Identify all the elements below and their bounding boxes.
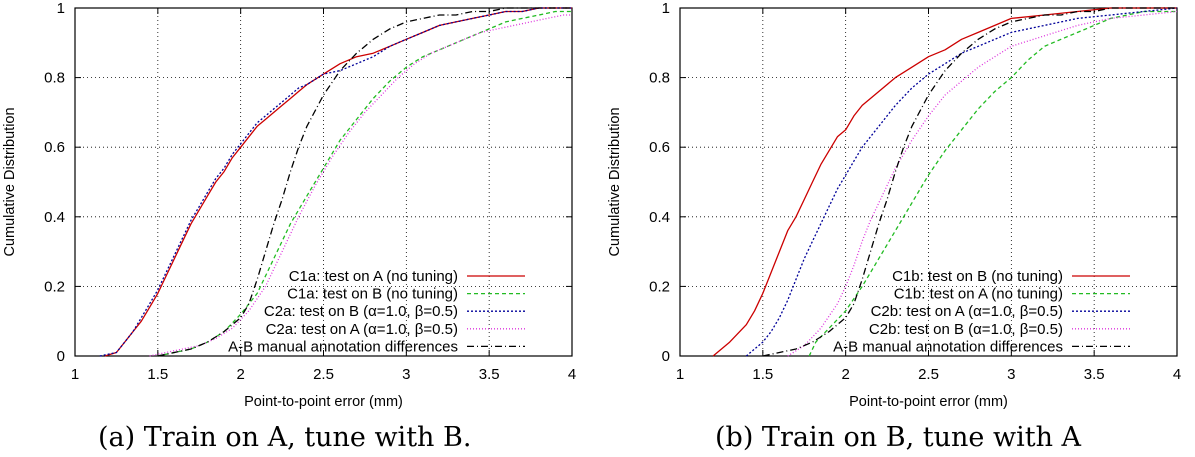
chart-a-legend-label-3: C2a: test on A (α=1.0, β=0.5) <box>266 321 458 338</box>
chart-b-series-2-line <box>745 7 1178 357</box>
chart-b-ytick-label: 0.4 <box>649 209 670 226</box>
chart-a-legend-label-2: C2a: test on B (α=1.0, β=0.5) <box>264 303 458 320</box>
chart-a-xtick-label: 1 <box>71 366 79 383</box>
chart-a-series-3-line <box>149 14 572 357</box>
chart-b-ytick-label: 0.2 <box>649 278 670 295</box>
chart-b-ytick-label: 0.6 <box>649 139 670 156</box>
chart-b-svg: 1 1.5 2 2.5 3 3.5 4 0 0.2 0.4 0.6 0.8 1 Point-to-poin… <box>607 0 1181 410</box>
chart-b-ylabel: Cumulative Distribution <box>607 107 623 256</box>
chart-a-ytick-label: 0.4 <box>44 209 65 226</box>
chart-a-series-2-line <box>99 7 572 357</box>
chart-b-caption: (b) Train on B, tune with A <box>715 422 1082 453</box>
chart-b-xlabel: Point-to-point error (mm) <box>849 394 1008 410</box>
chart-b-legend-label-0: C1b: test on B (no tuning) <box>892 268 1063 285</box>
chart-b-series-0-line <box>712 7 1177 357</box>
chart-a-legend-label-4: A-B manual annotation differences <box>228 338 458 355</box>
chart-a-legend-label-0: C1a: test on A (no tuning) <box>289 268 458 285</box>
chart-a-xtick-label: 4 <box>568 366 576 383</box>
chart-a-ytick-label: 0.8 <box>44 70 65 87</box>
chart-a-ylabel: Cumulative Distribution <box>2 107 18 256</box>
chart-b-xtick-label: 2.5 <box>918 366 939 383</box>
chart-a-xtick-label: 1.5 <box>147 366 168 383</box>
chart-b-xtick-label: 1.5 <box>752 366 773 383</box>
chart-b-legend-label-2: C2b: test on A (α=1.0, β=0.5) <box>871 303 1063 320</box>
chart-a-series-0-line <box>104 7 572 357</box>
chart-b-series-4-line <box>762 7 1177 357</box>
chart-b-ytick-label: 0 <box>662 348 670 365</box>
chart-b-legend-label-3: C2b: test on B (α=1.0, β=0.5) <box>869 321 1063 338</box>
chart-b-series-3-line <box>787 10 1178 357</box>
chart-b-xtick-label: 3.5 <box>1084 366 1105 383</box>
chart-a-svg: 1 1.5 2 2.5 3 3.5 4 0 0.2 0.4 0.6 0.8 1 Point-to-poin… <box>2 0 576 410</box>
chart-a-xlabel: Point-to-point error (mm) <box>244 394 403 410</box>
chart-a-ytick-label: 0 <box>57 348 65 365</box>
chart-b-legend-label-4: A-B manual annotation differences <box>833 338 1063 355</box>
chart-b-ytick-label: 0.8 <box>649 70 670 87</box>
chart-b-legend-label-1: C1b: test on A (no tuning) <box>894 286 1063 303</box>
chart-a-series-1-line <box>157 10 572 357</box>
chart-a-frame <box>74 7 573 357</box>
chart-a-xtick-label: 3.5 <box>479 366 500 383</box>
chart-b-frame <box>679 7 1178 357</box>
chart-a-ytick-label: 0.2 <box>44 278 65 295</box>
chart-panel-b: 1 1.5 2 2.5 3 3.5 4 0 0.2 0.4 0.6 0.8 1 Point-to-poin… <box>605 0 1195 457</box>
chart-panel-a: 1 1.5 2 2.5 3 3.5 4 0 0.2 0.4 0.6 0.8 1 Point-to-poin… <box>0 0 590 457</box>
chart-a-ytick-label: 0.6 <box>44 139 65 156</box>
chart-b-xtick-label: 3 <box>1007 366 1015 383</box>
chart-b-xtick-label: 1 <box>676 366 684 383</box>
chart-a-legend-label-1: C1a: test on B (no tuning) <box>287 286 458 303</box>
chart-a-xtick-label: 3 <box>402 366 410 383</box>
chart-a-xtick-label: 2 <box>236 366 244 383</box>
chart-b-xtick-label: 2 <box>841 366 849 383</box>
chart-a-xtick-label: 2.5 <box>313 366 334 383</box>
chart-b-xtick-label: 4 <box>1173 366 1181 383</box>
chart-a-ytick-label: 1 <box>57 0 65 17</box>
chart-a-series-4-line <box>157 7 572 357</box>
chart-b-ytick-label: 1 <box>662 0 670 17</box>
chart-a-caption: (a) Train on A, tune with B. <box>98 422 472 453</box>
